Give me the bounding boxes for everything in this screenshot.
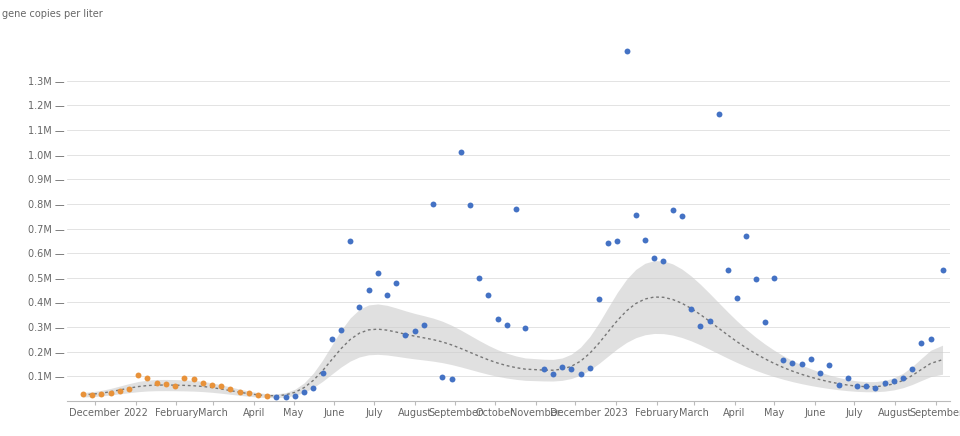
Point [407, 327, 422, 334]
Point [509, 205, 524, 212]
Point [75, 390, 90, 397]
Point [481, 292, 496, 299]
Point [804, 356, 819, 363]
Point [637, 236, 653, 243]
Point [656, 257, 671, 264]
Point [757, 319, 773, 326]
Point [241, 390, 256, 397]
Text: gene copies per liter: gene copies per liter [2, 9, 103, 19]
Point [573, 371, 588, 378]
Point [711, 110, 727, 117]
Point [610, 237, 625, 244]
Point [453, 149, 468, 156]
Point [232, 388, 248, 395]
Point [259, 392, 275, 399]
Point [850, 383, 865, 390]
Point [923, 336, 938, 343]
Point [278, 394, 294, 401]
Point [305, 384, 321, 391]
Point [425, 201, 441, 208]
Point [840, 374, 855, 381]
Point [251, 392, 266, 399]
Point [149, 379, 164, 386]
Point [684, 305, 699, 312]
Point [628, 211, 643, 218]
Point [766, 274, 781, 281]
Point [647, 255, 662, 262]
Point [379, 292, 395, 299]
Point [582, 364, 597, 371]
Point [103, 390, 118, 397]
Point [490, 315, 505, 322]
Point [177, 374, 192, 381]
Point [517, 325, 533, 332]
Point [112, 387, 128, 394]
Point [343, 237, 358, 244]
Point [351, 304, 367, 311]
Point [287, 392, 302, 399]
Point [674, 213, 689, 220]
Point [822, 362, 837, 369]
Point [131, 372, 146, 379]
Point [204, 382, 220, 388]
Point [794, 361, 809, 368]
Point [738, 232, 754, 239]
Point [213, 383, 228, 390]
Point [94, 391, 109, 398]
Point [397, 331, 413, 338]
Point [784, 359, 800, 366]
Point [223, 385, 238, 392]
Point [904, 365, 920, 372]
Point [121, 386, 136, 393]
Point [195, 379, 210, 386]
Point [935, 267, 950, 274]
Point [389, 279, 404, 286]
Point [186, 375, 202, 382]
Point [812, 369, 828, 376]
Point [776, 357, 791, 364]
Point [536, 365, 551, 372]
Point [858, 383, 874, 390]
Point [601, 240, 616, 247]
Point [748, 276, 763, 283]
Point [896, 374, 911, 381]
Point [730, 294, 745, 301]
Point [435, 374, 450, 381]
Point [444, 376, 459, 383]
Point [830, 382, 846, 388]
Point [545, 371, 561, 378]
Point [499, 321, 515, 328]
Point [463, 201, 478, 208]
Point [167, 383, 182, 390]
Point [333, 326, 348, 333]
Point [324, 336, 340, 343]
Point [315, 369, 330, 376]
Point [702, 317, 717, 324]
Point [84, 392, 100, 399]
Point [564, 365, 579, 372]
Point [555, 363, 570, 370]
Point [619, 48, 635, 54]
Point [720, 267, 735, 274]
Point [471, 274, 487, 281]
Point [371, 269, 386, 276]
Point [868, 384, 883, 391]
Point [269, 393, 284, 400]
Point [914, 340, 929, 347]
Point [591, 295, 607, 302]
Point [140, 374, 156, 381]
Point [297, 389, 312, 396]
Point [665, 207, 681, 214]
Point [417, 321, 432, 328]
Point [876, 379, 892, 386]
Point [692, 323, 708, 330]
Point [361, 287, 376, 294]
Point [158, 381, 174, 388]
Point [886, 378, 901, 385]
